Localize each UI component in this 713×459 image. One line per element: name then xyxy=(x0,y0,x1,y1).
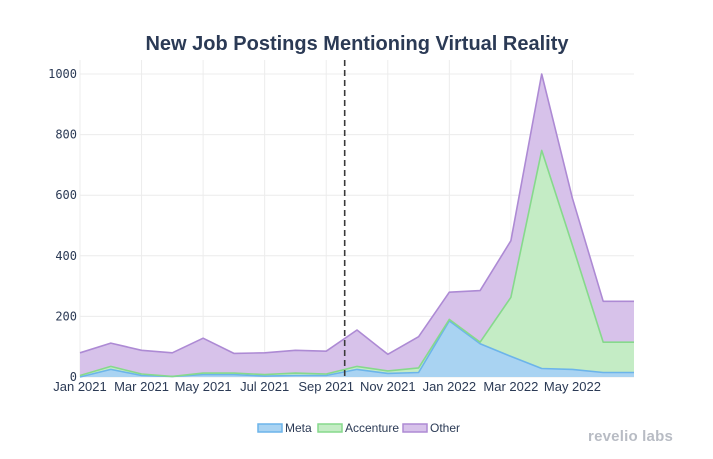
legend-swatch-accenture xyxy=(317,423,343,433)
x-tick-label: Jan 2021 xyxy=(53,379,107,394)
y-axis: 0 200 400 600 800 1000 xyxy=(48,67,77,384)
x-tick-label: Nov 2021 xyxy=(360,379,416,394)
x-tick-label: Sep 2021 xyxy=(298,379,354,394)
y-tick-label: 200 xyxy=(55,309,77,323)
x-axis: Jan 2021 Mar 2021 May 2021 Jul 2021 Sep 2021… xyxy=(53,379,601,394)
x-tick-label: Jul 2021 xyxy=(240,379,289,394)
legend-swatch-meta xyxy=(257,423,283,433)
brand-logo: revelio labs xyxy=(588,428,673,445)
area-other xyxy=(80,74,634,377)
y-tick-label: 600 xyxy=(55,188,77,202)
legend-label-other: Other xyxy=(430,421,460,435)
y-tick-label: 800 xyxy=(55,128,77,142)
y-tick-label: 0 xyxy=(70,370,77,384)
chart-title: New Job Postings Mentioning Virtual Real… xyxy=(145,33,569,55)
x-tick-label: May 2022 xyxy=(544,379,601,394)
legend-label-meta: Meta xyxy=(285,421,312,435)
y-tick-label: 400 xyxy=(55,249,77,263)
x-tick-label: May 2021 xyxy=(175,379,232,394)
plot-areas xyxy=(79,73,634,378)
line-accenture xyxy=(79,149,634,378)
legend: Meta Accenture Other xyxy=(257,421,460,435)
legend-label-accenture: Accenture xyxy=(345,421,399,435)
y-tick-label: 1000 xyxy=(48,67,77,81)
x-tick-label: Mar 2021 xyxy=(114,379,169,394)
x-tick-label: Jan 2022 xyxy=(423,379,477,394)
area-meta xyxy=(80,320,634,377)
line-other xyxy=(79,73,634,356)
x-tick-label: Mar 2022 xyxy=(483,379,538,394)
legend-swatch-other xyxy=(402,423,428,433)
